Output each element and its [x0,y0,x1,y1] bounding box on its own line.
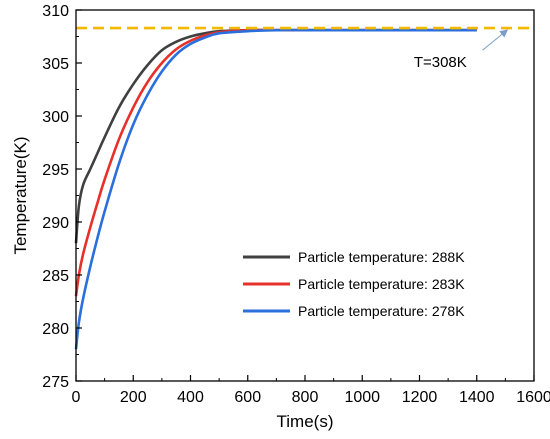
x-axis-ticks: 0 200 400 600 800 1000 1200 1400 1600 [72,375,550,406]
x-tick-label: 800 [292,389,319,406]
annotation-arrow [482,29,509,51]
y-tick-label: 290 [42,215,69,232]
legend-item: Particle temperature: 278K [243,303,465,319]
legend-label: Particle temperature: 283K [298,276,465,292]
y-tick-label: 275 [42,374,69,391]
legend-item: Particle temperature: 283K [243,276,465,292]
legend-item: Particle temperature: 288K [243,249,465,265]
y-tick-label: 280 [42,321,69,338]
series-lines [74,28,477,350]
x-tick-label: 200 [120,389,147,406]
y-tick-label: 295 [42,162,69,179]
annotation: T=308K [414,29,509,71]
y-axis-title: Temperature(K) [11,136,30,254]
y-tick-label: 305 [42,56,69,73]
x-tick-label: 1400 [459,389,495,406]
x-tick-label: 1200 [402,389,438,406]
x-tick-label: 600 [234,389,261,406]
x-tick-label: 0 [72,389,81,406]
x-axis-title: Time(s) [277,412,334,431]
x-tick-label: 1600 [516,389,550,406]
annotation-text: T=308K [414,54,467,71]
y-tick-label: 285 [42,268,69,285]
y-axis-ticks: 275 280 285 290 295 300 305 310 [42,3,82,391]
legend-label: Particle temperature: 278K [298,303,465,319]
series-line [74,28,477,350]
y-tick-label: 310 [42,3,69,20]
y-tick-label: 300 [42,109,69,126]
x-tick-label: 1000 [344,389,380,406]
x-tick-label: 400 [177,389,204,406]
legend: Particle temperature: 288K Particle temp… [243,249,465,319]
legend-label: Particle temperature: 288K [298,249,465,265]
